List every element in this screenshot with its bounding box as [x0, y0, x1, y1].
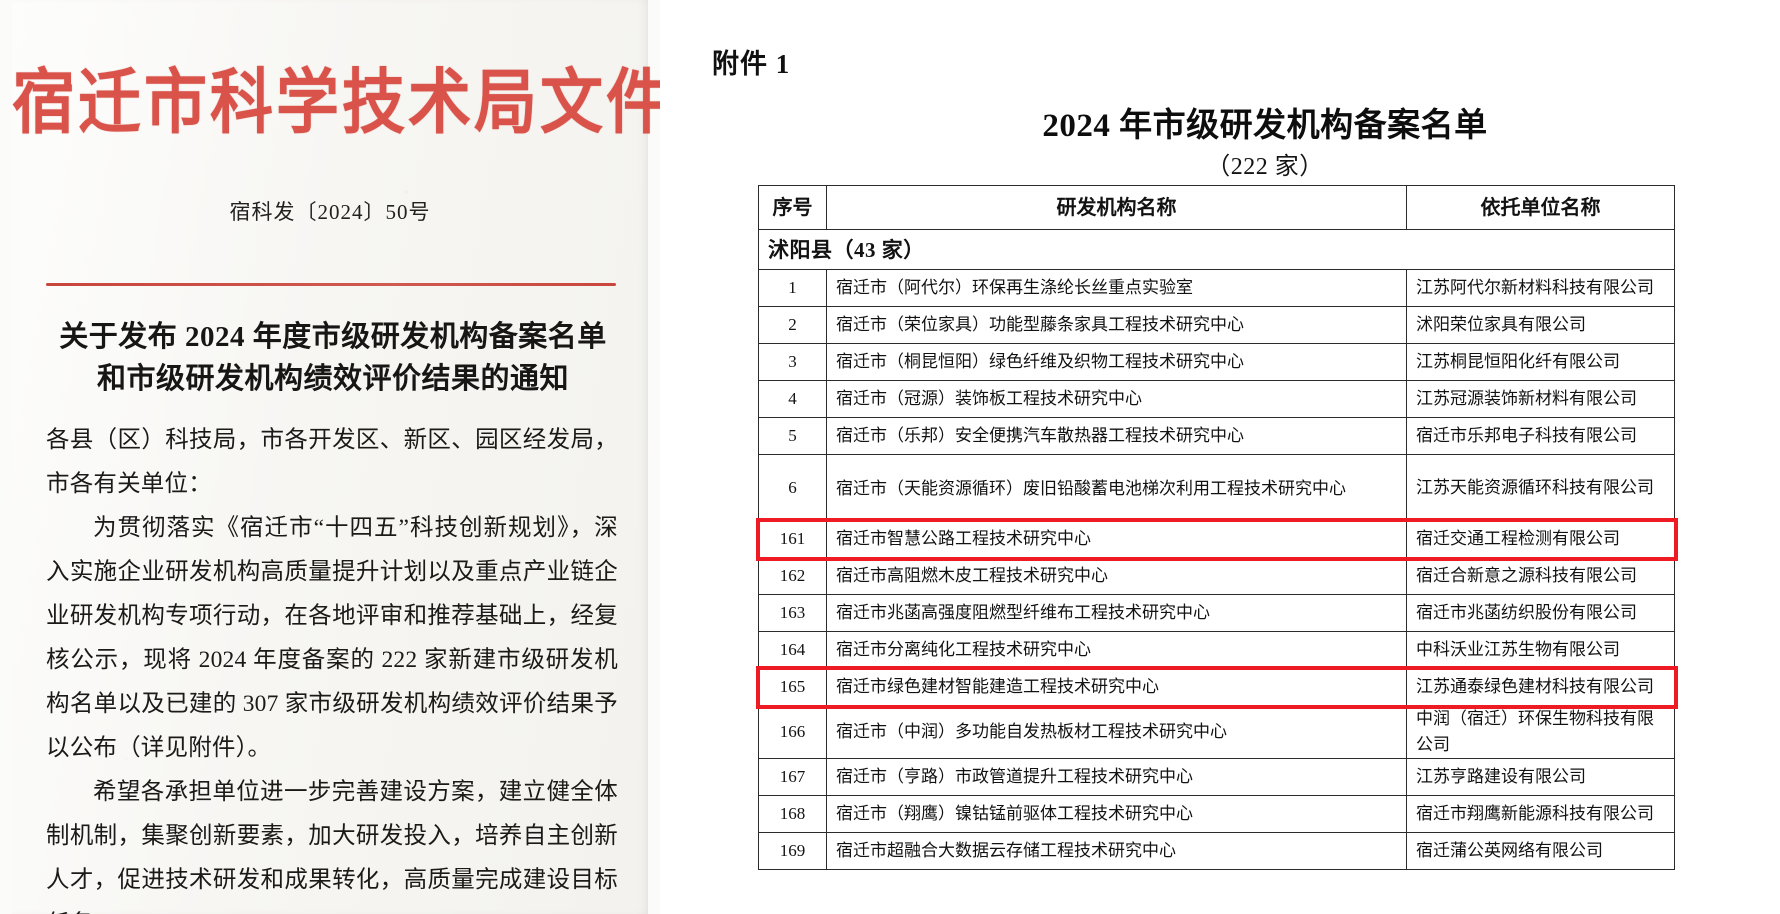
cell-institution-name: 宿迁市（阿代尔）环保再生涤纶长丝重点实验室: [826, 269, 1407, 307]
cell-index: 1: [758, 269, 827, 307]
attachment-title: 2024 年市级研发机构备案名单: [1042, 108, 1488, 144]
table-row[interactable]: 2 宿迁市（荣位家具）功能型藤条家具工程技术研究中心 沭阳荣位家具有限公司: [758, 306, 1675, 344]
cell-index: 166: [758, 705, 827, 759]
table-row[interactable]: 5 宿迁市（乐邦）安全便携汽车散热器工程技术研究中心 宿迁市乐邦电子科技有限公司: [758, 417, 1675, 455]
cell-index: 5: [758, 417, 827, 455]
cell-institution-name: 宿迁市（亨路）市政管道提升工程技术研究中心: [826, 758, 1407, 796]
registry-table: 序号 研发机构名称 依托单位名称 沭阳县（43 家） 1 宿迁市（阿代尔）环保再生…: [758, 185, 1675, 870]
red-divider-rule: [46, 283, 616, 286]
registry-table-wrapper: 序号 研发机构名称 依托单位名称 沭阳县（43 家） 1 宿迁市（阿代尔）环保再生…: [755, 185, 1678, 870]
cell-index: 165: [758, 668, 827, 706]
document-body: 各县（区）科技局，市各开发区、新区、园区经发局，市各有关单位： 为贯彻落实《宿迁…: [46, 418, 618, 914]
cell-institution-name: 宿迁市高阻燃木皮工程技术研究中心: [826, 557, 1407, 595]
table-header-row: 序号 研发机构名称 依托单位名称: [758, 185, 1675, 230]
table-row[interactable]: 1 宿迁市（阿代尔）环保再生涤纶长丝重点实验室 江苏阿代尔新材料科技有限公司: [758, 269, 1675, 307]
cell-institution-name: 宿迁市（荣位家具）功能型藤条家具工程技术研究中心: [826, 306, 1407, 344]
table-section-row: 沭阳县（43 家）: [758, 229, 1675, 270]
cell-institution-name: 宿迁市（冠源）装饰板工程技术研究中心: [826, 380, 1407, 418]
cell-host-unit: 宿迁交通工程检测有限公司: [1406, 520, 1675, 558]
cell-host-unit: 江苏天能资源循环科技有限公司: [1406, 454, 1675, 521]
document-paper: 宿迁市科学技术局文件 宿科发〔2024〕50号 关于发布 2024 年度市级研发…: [12, 0, 660, 914]
cell-index: 167: [758, 758, 827, 796]
document-title-line-1: 关于发布 2024 年度市级研发机构备案名单: [59, 321, 607, 353]
document-paragraph-1: 为贯彻落实《宿迁市“十四五”科技创新规划》，深入实施企业研发机构高质量提升计划以…: [46, 515, 618, 761]
attachment-label: 附件 1: [712, 49, 791, 79]
table-header: 序号 研发机构名称 依托单位名称: [758, 185, 1675, 230]
document-paragraph-addressee: 各县（区）科技局，市各开发区、新区、园区经发局，市各有关单位：: [46, 427, 618, 497]
official-document-pane: 宿迁市科学技术局文件 宿科发〔2024〕50号 关于发布 2024 年度市级研发…: [0, 0, 660, 914]
column-header-index: 序号: [758, 185, 827, 230]
document-number: 宿科发〔2024〕50号: [229, 200, 431, 224]
cell-institution-name: 宿迁市（翔鹰）镍钴锰前驱体工程技术研究中心: [826, 795, 1407, 833]
cell-host-unit: 江苏阿代尔新材料科技有限公司: [1406, 269, 1675, 307]
table-row[interactable]: 162 宿迁市高阻燃木皮工程技术研究中心 宿迁合新意之源科技有限公司: [758, 557, 1675, 595]
cell-host-unit: 宿迁市乐邦电子科技有限公司: [1406, 417, 1675, 455]
column-header-host-unit: 依托单位名称: [1406, 185, 1675, 230]
cell-host-unit: 中润（宿迁）环保生物科技有限公司: [1406, 705, 1675, 759]
table-row[interactable]: 163 宿迁市兆菡高强度阻燃型纤维布工程技术研究中心 宿迁市兆菡纺织股份有限公司: [758, 594, 1675, 632]
document-title: 关于发布 2024 年度市级研发机构备案名单 和市级研发机构绩效评价结果的通知: [52, 316, 614, 400]
cell-host-unit: 沭阳荣位家具有限公司: [1406, 306, 1675, 344]
table-row[interactable]: 169 宿迁市超融合大数据云存储工程技术研究中心 宿迁蒲公英网络有限公司: [758, 832, 1675, 870]
cell-host-unit: 中科沃业江苏生物有限公司: [1406, 631, 1675, 669]
document-title-line-2: 和市级研发机构绩效评价结果的通知: [96, 363, 569, 395]
table-row[interactable]: 3 宿迁市（桐昆恒阳）绿色纤维及织物工程技术研究中心 江苏桐昆恒阳化纤有限公司: [758, 343, 1675, 381]
cell-host-unit: 江苏通泰绿色建材科技有限公司: [1406, 668, 1675, 706]
cell-institution-name: 宿迁市（桐昆恒阳）绿色纤维及织物工程技术研究中心: [826, 343, 1407, 381]
cell-index: 164: [758, 631, 827, 669]
cell-index: 163: [758, 594, 827, 632]
cell-host-unit: 江苏亨路建设有限公司: [1406, 758, 1675, 796]
cell-host-unit: 江苏桐昆恒阳化纤有限公司: [1406, 343, 1675, 381]
attachment-list-pane: 附件 1 2024 年市级研发机构备案名单 （222 家） 序号 研发机构名称 …: [660, 0, 1780, 914]
table-row[interactable]: 164 宿迁市分离纯化工程技术研究中心 中科沃业江苏生物有限公司: [758, 631, 1675, 669]
cell-institution-name: 宿迁市（乐邦）安全便携汽车散热器工程技术研究中心: [826, 417, 1407, 455]
cell-index: 162: [758, 557, 827, 595]
cell-institution-name: 宿迁市超融合大数据云存储工程技术研究中心: [826, 832, 1407, 870]
document-paragraph-2: 希望各承担单位进一步完善建设方案，建立健全体制机制，集聚创新要素，加大研发投入，…: [46, 779, 618, 914]
cell-index: 169: [758, 832, 827, 870]
cell-index: 161: [758, 520, 827, 558]
document-masthead: 宿迁市科学技术局文件: [12, 63, 660, 143]
table-body: 沭阳县（43 家） 1 宿迁市（阿代尔）环保再生涤纶长丝重点实验室 江苏阿代尔新材料…: [758, 229, 1675, 870]
page-bottom-fade: [660, 900, 1780, 914]
cell-institution-name: 宿迁市兆菡高强度阻燃型纤维布工程技术研究中心: [826, 594, 1407, 632]
cell-host-unit: 江苏冠源装饰新材料有限公司: [1406, 380, 1675, 418]
table-row[interactable]: 167 宿迁市（亨路）市政管道提升工程技术研究中心 江苏亨路建设有限公司: [758, 758, 1675, 796]
table-row[interactable]: 165 宿迁市绿色建材智能建造工程技术研究中心 江苏通泰绿色建材科技有限公司: [758, 668, 1675, 706]
cell-institution-name: 宿迁市智慧公路工程技术研究中心: [826, 520, 1407, 558]
cell-institution-name: 宿迁市分离纯化工程技术研究中心: [826, 631, 1407, 669]
cell-institution-name: 宿迁市（中润）多功能自发热板材工程技术研究中心: [826, 705, 1407, 759]
table-row[interactable]: 161 宿迁市智慧公路工程技术研究中心 宿迁交通工程检测有限公司: [758, 520, 1675, 558]
cell-index: 2: [758, 306, 827, 344]
cell-index: 168: [758, 795, 827, 833]
cell-host-unit: 宿迁市兆菡纺织股份有限公司: [1406, 594, 1675, 632]
cell-host-unit: 宿迁合新意之源科技有限公司: [1406, 557, 1675, 595]
cell-institution-name: 宿迁市绿色建材智能建造工程技术研究中心: [826, 668, 1407, 706]
cell-host-unit: 宿迁蒲公英网络有限公司: [1406, 832, 1675, 870]
cell-index: 3: [758, 343, 827, 381]
table-row[interactable]: 168 宿迁市（翔鹰）镍钴锰前驱体工程技术研究中心 宿迁市翔鹰新能源科技有限公司: [758, 795, 1675, 833]
column-header-institution: 研发机构名称: [826, 185, 1407, 230]
cell-index: 4: [758, 380, 827, 418]
cell-institution-name: 宿迁市（天能资源循环）废旧铅酸蓄电池梯次利用工程技术研究中心: [826, 454, 1407, 521]
table-row[interactable]: 166 宿迁市（中润）多功能自发热板材工程技术研究中心 中润（宿迁）环保生物科技有限…: [758, 705, 1675, 759]
section-label: 沭阳县（43 家）: [758, 229, 1675, 270]
cell-index: 6: [758, 454, 827, 521]
attachment-subtitle: （222 家）: [1206, 154, 1324, 180]
table-row[interactable]: 4 宿迁市（冠源）装饰板工程技术研究中心 江苏冠源装饰新材料有限公司: [758, 380, 1675, 418]
cell-host-unit: 宿迁市翔鹰新能源科技有限公司: [1406, 795, 1675, 833]
table-row[interactable]: 6 宿迁市（天能资源循环）废旧铅酸蓄电池梯次利用工程技术研究中心 江苏天能资源循环科…: [758, 454, 1675, 521]
